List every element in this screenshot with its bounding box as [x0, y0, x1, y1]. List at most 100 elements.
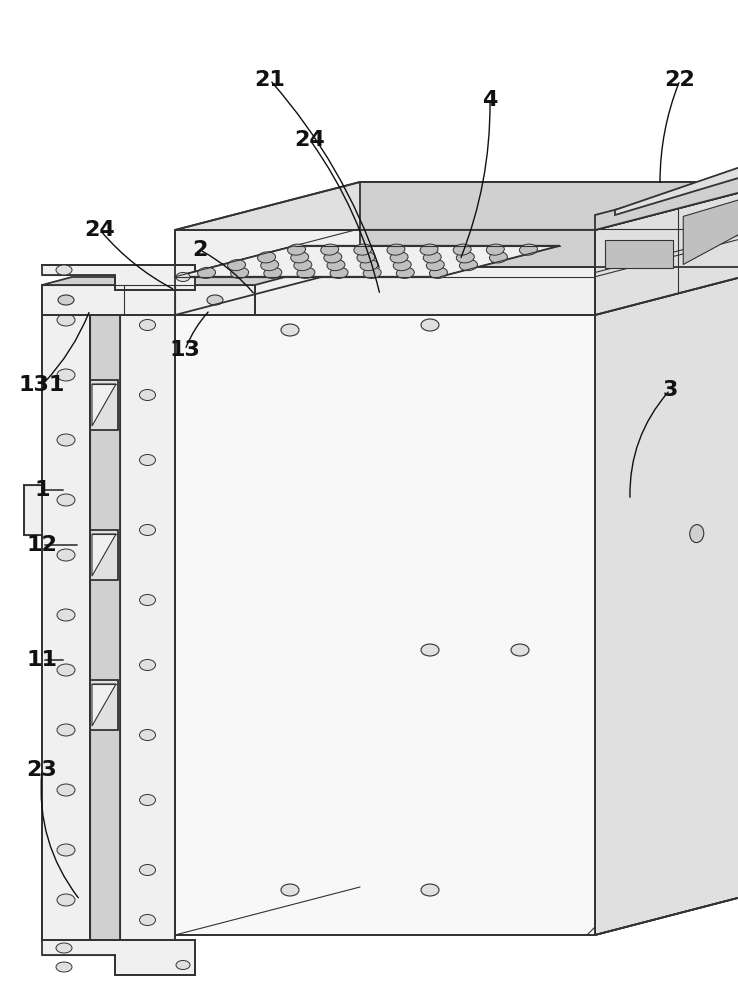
Polygon shape — [24, 485, 42, 535]
Ellipse shape — [520, 244, 537, 255]
Polygon shape — [90, 380, 118, 430]
Ellipse shape — [327, 260, 345, 271]
Ellipse shape — [423, 252, 441, 263]
Polygon shape — [175, 246, 560, 277]
Ellipse shape — [357, 252, 375, 263]
Ellipse shape — [421, 884, 439, 896]
Ellipse shape — [690, 525, 704, 543]
Ellipse shape — [363, 267, 381, 278]
Text: 131: 131 — [18, 375, 65, 395]
Ellipse shape — [57, 369, 75, 381]
Ellipse shape — [297, 267, 315, 278]
Polygon shape — [92, 684, 116, 726]
Polygon shape — [90, 295, 120, 940]
Ellipse shape — [427, 260, 444, 271]
Ellipse shape — [139, 914, 156, 926]
Ellipse shape — [330, 267, 348, 278]
Polygon shape — [175, 182, 738, 230]
Ellipse shape — [291, 252, 308, 263]
Ellipse shape — [57, 314, 75, 326]
Polygon shape — [175, 230, 595, 315]
Ellipse shape — [321, 244, 339, 255]
Polygon shape — [42, 265, 195, 290]
Ellipse shape — [176, 272, 190, 282]
Text: 12: 12 — [27, 535, 58, 555]
Ellipse shape — [198, 267, 215, 278]
Ellipse shape — [231, 267, 249, 278]
Ellipse shape — [263, 267, 282, 278]
Ellipse shape — [139, 594, 156, 605]
Text: 24: 24 — [85, 220, 115, 240]
Polygon shape — [90, 530, 118, 580]
Polygon shape — [92, 384, 116, 426]
Ellipse shape — [57, 844, 75, 856]
Ellipse shape — [420, 244, 438, 255]
Ellipse shape — [57, 784, 75, 796]
Ellipse shape — [288, 244, 306, 255]
Ellipse shape — [227, 260, 246, 271]
Polygon shape — [175, 267, 738, 315]
Text: 24: 24 — [294, 130, 325, 150]
Ellipse shape — [57, 494, 75, 506]
Ellipse shape — [354, 244, 372, 255]
Polygon shape — [90, 680, 118, 730]
Ellipse shape — [421, 644, 439, 656]
Ellipse shape — [56, 265, 72, 275]
Text: 3: 3 — [662, 380, 677, 400]
Ellipse shape — [281, 884, 299, 896]
Ellipse shape — [460, 260, 477, 271]
Polygon shape — [595, 167, 738, 230]
Polygon shape — [605, 240, 673, 267]
Polygon shape — [92, 534, 116, 576]
Ellipse shape — [258, 252, 275, 263]
Ellipse shape — [360, 260, 378, 271]
Polygon shape — [175, 310, 595, 935]
Text: 13: 13 — [170, 340, 201, 360]
Text: 4: 4 — [483, 90, 497, 110]
Ellipse shape — [489, 252, 508, 263]
Ellipse shape — [396, 267, 414, 278]
Ellipse shape — [139, 389, 156, 400]
Ellipse shape — [57, 724, 75, 736]
Ellipse shape — [56, 943, 72, 953]
Ellipse shape — [421, 319, 439, 331]
Ellipse shape — [57, 894, 75, 906]
Text: 2: 2 — [193, 240, 207, 260]
Ellipse shape — [393, 260, 411, 271]
Ellipse shape — [139, 660, 156, 670]
Ellipse shape — [57, 609, 75, 621]
Ellipse shape — [56, 962, 72, 972]
Polygon shape — [42, 940, 195, 975]
Polygon shape — [120, 295, 175, 940]
Ellipse shape — [57, 664, 75, 676]
Ellipse shape — [390, 252, 408, 263]
Ellipse shape — [324, 252, 342, 263]
Ellipse shape — [139, 320, 156, 330]
Text: 23: 23 — [27, 760, 58, 780]
Text: 22: 22 — [665, 70, 695, 90]
Ellipse shape — [387, 244, 405, 255]
Polygon shape — [42, 277, 285, 285]
Polygon shape — [42, 295, 175, 940]
Ellipse shape — [511, 644, 529, 656]
Ellipse shape — [294, 260, 311, 271]
Ellipse shape — [139, 454, 156, 466]
Ellipse shape — [58, 295, 74, 305]
Polygon shape — [615, 147, 738, 215]
Polygon shape — [360, 182, 738, 267]
Ellipse shape — [57, 549, 75, 561]
Ellipse shape — [430, 267, 447, 278]
Polygon shape — [42, 285, 255, 315]
Ellipse shape — [486, 244, 504, 255]
Text: 21: 21 — [255, 70, 286, 90]
Ellipse shape — [176, 960, 190, 970]
Polygon shape — [683, 190, 738, 264]
Polygon shape — [42, 295, 90, 940]
Ellipse shape — [139, 524, 156, 536]
Text: 1: 1 — [34, 480, 49, 500]
Polygon shape — [595, 182, 738, 315]
Ellipse shape — [57, 434, 75, 446]
Ellipse shape — [139, 864, 156, 876]
Text: 11: 11 — [27, 650, 58, 670]
Ellipse shape — [456, 252, 475, 263]
